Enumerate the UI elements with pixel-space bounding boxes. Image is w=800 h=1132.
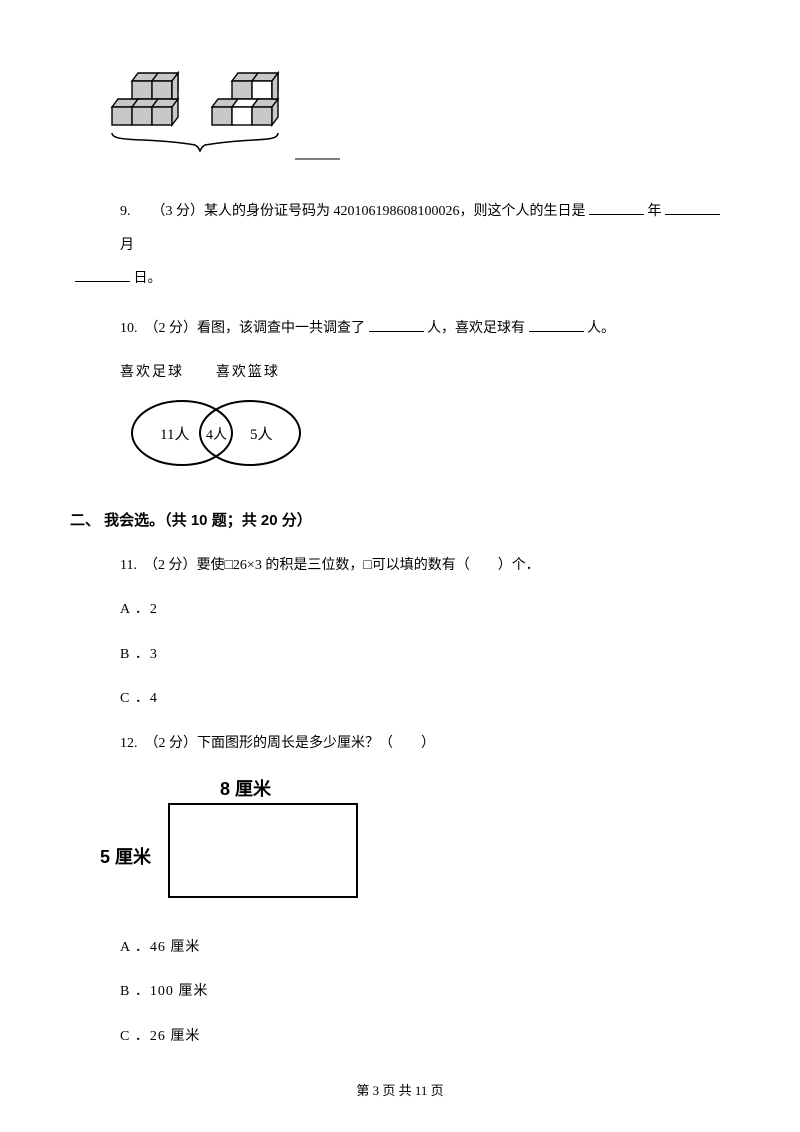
q9-blank-month[interactable] (665, 201, 720, 215)
q9-blank-year[interactable] (589, 201, 644, 215)
q10-blank-total[interactable] (369, 318, 424, 332)
venn-label-right: 喜欢篮球 (216, 363, 280, 379)
q10-blank-football[interactable] (529, 318, 584, 332)
q10-text-b: 人，喜欢足球有 (427, 321, 525, 336)
rect-top-label: 8 厘米 (220, 775, 271, 804)
venn-svg: 11人 4人 5人 (120, 393, 320, 473)
venn-diagram-block: 喜欢足球 喜欢篮球 11人 4人 5人 (120, 360, 730, 481)
q10-text-a: 10. （2 分）看图，该调查中一共调查了 (120, 321, 365, 336)
venn-label-left: 喜欢足球 (120, 360, 210, 382)
q11-option-b[interactable]: B ．3 (120, 644, 730, 666)
venn-right-val: 5人 (250, 426, 273, 443)
question-10: 10. （2 分）看图，该调查中一共调查了 人，喜欢足球有 人。 (120, 318, 730, 340)
cubes-figure (100, 55, 730, 165)
cubes-svg (100, 55, 340, 165)
venn-labels: 喜欢足球 喜欢篮球 (120, 360, 730, 382)
q9-blank-day[interactable] (75, 268, 130, 282)
q12-option-a[interactable]: A ．46 厘米 (120, 937, 730, 959)
q11-option-a[interactable]: A ．2 (120, 599, 730, 621)
q12-option-c[interactable]: C ．26 厘米 (120, 1026, 730, 1048)
q9-text-c: 月 (120, 238, 134, 253)
q9-text-a: 9. （3 分）某人的身份证号码为 420106198608100026，则这个… (120, 204, 586, 219)
question-9: 9. （3 分）某人的身份证号码为 420106198608100026，则这个… (120, 195, 730, 296)
question-12: 12. （2 分）下面图形的周长是多少厘米？（ ） (120, 733, 730, 755)
q10-text-c: 人。 (587, 321, 615, 336)
rectangle-figure: 8 厘米 5 厘米 (100, 775, 360, 915)
question-11: 11. （2 分）要使□26×3 的积是三位数，□可以填的数有（ ）个． (120, 555, 730, 577)
venn-mid-val: 4人 (206, 427, 227, 443)
page-footer: 第 3 页 共 11 页 (0, 1081, 800, 1102)
rect-box (168, 803, 358, 898)
rect-left-label: 5 厘米 (100, 843, 151, 872)
q11-option-c[interactable]: C ．4 (120, 688, 730, 710)
venn-left-val: 11人 (160, 426, 189, 443)
q12-option-b[interactable]: B ．100 厘米 (120, 981, 730, 1003)
section-2-header: 二、 我会选。（共 10 题；共 20 分） (70, 509, 730, 533)
q9-text-d: 日。 (134, 271, 162, 286)
q9-text-b: 年 (648, 204, 662, 219)
